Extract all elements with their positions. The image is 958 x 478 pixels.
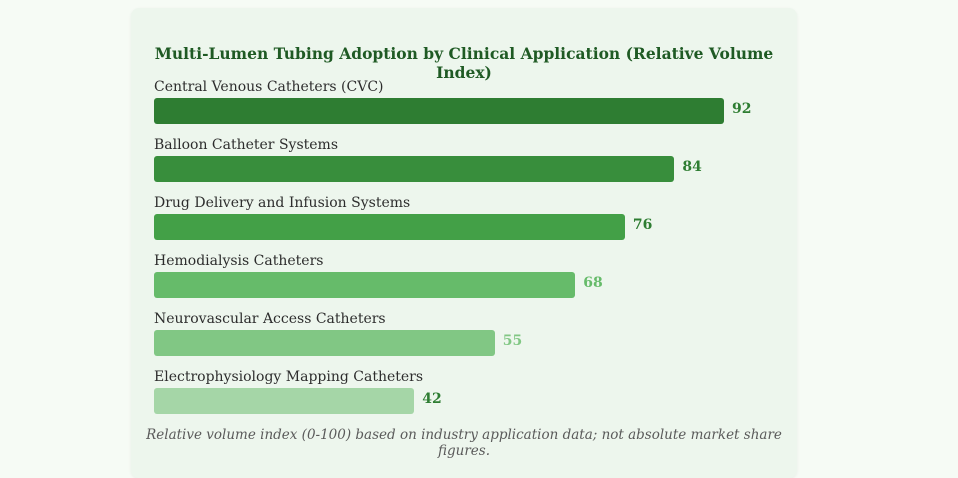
bar bbox=[154, 98, 724, 124]
bar-row: Balloon Catheter Systems 84 bbox=[154, 137, 774, 191]
value-label: 84 bbox=[682, 159, 702, 175]
value-label: 76 bbox=[632, 217, 653, 233]
value-label: 42 bbox=[422, 391, 442, 407]
category-label: Electrophysiology Mapping Catheters bbox=[154, 369, 424, 385]
bar-row: Electrophysiology Mapping Catheters 42 bbox=[154, 369, 774, 423]
value-label: 92 bbox=[732, 101, 752, 117]
category-label: Central Venous Catheters (CVC) bbox=[154, 79, 384, 95]
value-label: 55 bbox=[502, 333, 523, 349]
bar-row: Hemodialysis Catheters 68 bbox=[154, 253, 774, 307]
category-label: Balloon Catheter Systems bbox=[154, 137, 339, 153]
chart-card: Multi-Lumen Tubing Adoption by Clinical … bbox=[131, 8, 797, 478]
chart-footnote: Relative volume index (0-100) based on i… bbox=[146, 427, 782, 459]
bar-row: Central Venous Catheters (CVC) 92 bbox=[154, 79, 774, 133]
value-label: 68 bbox=[583, 275, 603, 291]
bar bbox=[154, 388, 415, 414]
bar bbox=[154, 156, 675, 182]
chart-title: Multi-Lumen Tubing Adoption by Clinical … bbox=[154, 44, 774, 82]
bar bbox=[154, 214, 625, 240]
bar-row: Neurovascular Access Catheters 55 bbox=[154, 311, 774, 365]
bar bbox=[154, 272, 576, 298]
category-label: Drug Delivery and Infusion Systems bbox=[154, 195, 411, 211]
bar-row: Drug Delivery and Infusion Systems 76 bbox=[154, 195, 774, 249]
category-label: Neurovascular Access Catheters bbox=[154, 311, 386, 327]
category-label: Hemodialysis Catheters bbox=[154, 253, 324, 269]
bar bbox=[154, 330, 495, 356]
